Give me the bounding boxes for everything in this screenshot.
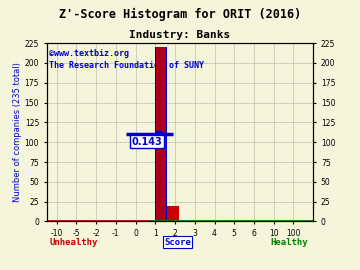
Text: Industry: Banks: Industry: Banks — [129, 30, 231, 40]
Text: 0.143: 0.143 — [132, 137, 162, 147]
Bar — [155, 47, 167, 221]
Text: The Research Foundation of SUNY: The Research Foundation of SUNY — [49, 61, 204, 70]
Y-axis label: Number of companies (235 total): Number of companies (235 total) — [13, 62, 22, 202]
Bar — [156, 47, 166, 221]
Text: Unhealthy: Unhealthy — [49, 238, 98, 247]
Bar — [167, 205, 179, 221]
Text: Score: Score — [164, 238, 191, 247]
Text: Z'-Score Histogram for ORIT (2016): Z'-Score Histogram for ORIT (2016) — [59, 8, 301, 21]
Text: Healthy: Healthy — [271, 238, 308, 247]
Text: ©www.textbiz.org: ©www.textbiz.org — [49, 49, 130, 58]
